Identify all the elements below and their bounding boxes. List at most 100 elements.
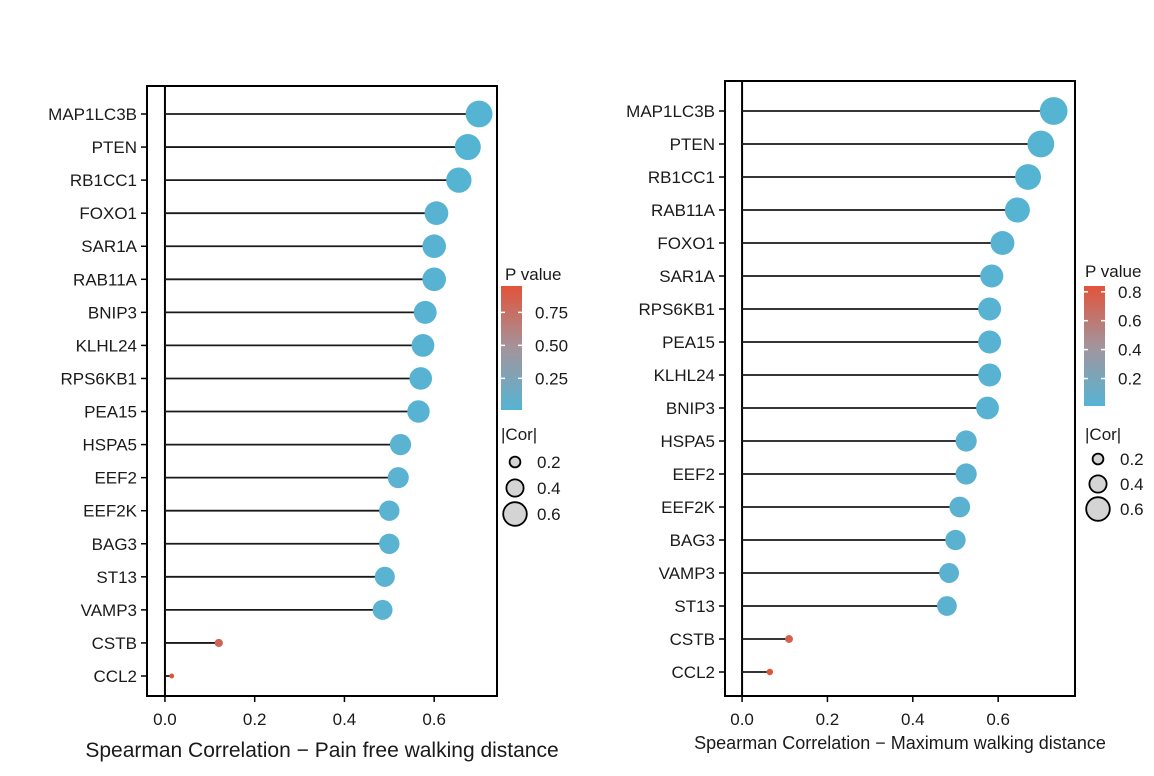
y-tick-label: RB1CC1 [648, 168, 715, 187]
x-axis-label: Spearman Correlation − Pain free walking… [85, 739, 558, 762]
lollipop-point [379, 500, 400, 521]
lollipop-point [411, 334, 435, 357]
x-axis-label: Spearman Correlation − Maximum walking d… [694, 733, 1106, 753]
lollipop-point [1015, 164, 1041, 190]
color-legend-title: P value [505, 265, 561, 284]
y-tick-label: VAMP3 [659, 564, 715, 583]
y-tick-label: VAMP3 [81, 601, 137, 620]
lollipop-point [409, 367, 433, 390]
y-tick-label: PTEN [92, 138, 137, 157]
size-legend-title: |Cor| [1085, 425, 1121, 444]
color-legend-label: 0.2 [1118, 370, 1142, 389]
y-tick-label: RPS6KB1 [60, 369, 137, 388]
plot-frame [724, 80, 1076, 697]
y-tick-label: EEF2 [672, 465, 715, 484]
y-tick-label: RPS6KB1 [638, 300, 715, 319]
lollipop-point [389, 433, 412, 456]
lollipop-point [955, 430, 977, 452]
size-legend-key [505, 478, 525, 498]
size-legend-key [1085, 496, 1111, 522]
y-tick-label: FOXO1 [79, 204, 137, 223]
y-tick-label: BNIP3 [666, 399, 715, 418]
size-legend-label: 0.2 [537, 453, 561, 472]
lollipop-point [454, 134, 481, 161]
size-legend-key [1088, 474, 1108, 494]
y-tick-label: KLHL24 [654, 366, 715, 385]
y-tick-label: MAP1LC3B [626, 102, 715, 121]
right-chart-panel: MAP1LC3B PTEN RB1CC1 RAB11A FOXO1 SAR1A RPS6KB… [626, 80, 1144, 753]
lollipop-point [945, 529, 966, 551]
lollipop-point [214, 638, 223, 648]
y-tick-label: FOXO1 [657, 234, 715, 253]
x-tick-label: 0.6 [986, 710, 1010, 729]
lollipop-point [990, 231, 1015, 255]
y-tick-label: RAB11A [73, 270, 138, 289]
lollipop-point [372, 599, 393, 620]
size-legend-title: |Cor| [501, 425, 537, 444]
lollipop-point [413, 300, 437, 324]
color-legend-title: P value [1085, 262, 1141, 281]
y-tick-label: BAG3 [92, 535, 137, 554]
color-legend-label: 0.75 [535, 303, 568, 322]
x-tick-label: 0.2 [243, 710, 267, 729]
x-tick-label: 0.0 [730, 710, 754, 729]
y-tick-label: KLHL24 [76, 336, 137, 355]
lollipop-point [422, 234, 446, 259]
left-chart-panel: MAP1LC3B PTEN RB1CC1 FOXO1 SAR1A RAB11A BNIP3 K… [48, 85, 568, 762]
lollipop-point [1004, 197, 1030, 223]
color-legend-label: 0.6 [1118, 312, 1142, 331]
lollipop-point [1027, 130, 1055, 158]
size-legend-key [508, 455, 522, 469]
y-tick-label: CCL2 [672, 663, 715, 682]
size-legend-label: 0.6 [537, 505, 561, 524]
size-legend-label: 0.2 [1120, 450, 1144, 469]
color-legend-label: 0.50 [535, 336, 568, 355]
lollipop-point [465, 100, 493, 128]
y-tick-label: BNIP3 [88, 303, 137, 322]
y-tick-label: CCL2 [94, 667, 137, 686]
y-tick-label: EEF2 [94, 469, 137, 488]
lollipop-point [978, 297, 1002, 321]
x-tick-label: 0.4 [333, 710, 357, 729]
color-legend-label: 0.25 [535, 369, 568, 388]
lollipop-point [407, 400, 430, 423]
y-tick-label: RAB11A [651, 201, 716, 220]
y-tick-label: PTEN [670, 135, 715, 154]
lollipop-point [387, 467, 409, 489]
lollipop-point [169, 673, 175, 679]
lollipop-point [379, 533, 400, 554]
lollipop-point [978, 330, 1002, 354]
lollipop-point [422, 267, 446, 292]
plot-frame [146, 85, 498, 697]
lollipop-point [937, 596, 957, 616]
x-tick-label: 0.2 [816, 710, 840, 729]
y-tick-label: HSPA5 [661, 432, 716, 451]
x-tick-label: 0.6 [422, 710, 446, 729]
y-tick-label: EEF2K [661, 498, 716, 517]
y-tick-label: PEA15 [662, 333, 715, 352]
lollipop-point [424, 201, 449, 226]
y-tick-label: ST13 [96, 568, 137, 587]
lollipop-point [374, 566, 395, 587]
size-legend-key [1091, 452, 1105, 466]
size-legend-label: 0.6 [1120, 500, 1144, 519]
y-tick-label: SAR1A [659, 267, 715, 286]
lollipop-point [949, 496, 971, 518]
y-tick-label: CSTB [670, 630, 715, 649]
lollipop-point [1039, 97, 1068, 125]
lollipop-point [980, 264, 1004, 288]
size-legend-key [502, 501, 528, 527]
y-tick-label: HSPA5 [83, 436, 138, 455]
color-legend-label: 0.8 [1118, 283, 1142, 302]
y-tick-label: CSTB [92, 634, 137, 653]
lollipop-point [955, 463, 977, 485]
y-tick-label: RB1CC1 [70, 171, 137, 190]
size-legend-label: 0.4 [1120, 475, 1144, 494]
color-legend-label: 0.4 [1118, 341, 1142, 360]
color-legend-bar [1084, 286, 1105, 406]
lollipop-point [976, 396, 999, 420]
x-tick-label: 0.4 [901, 710, 925, 729]
y-tick-label: MAP1LC3B [48, 105, 137, 124]
y-tick-label: ST13 [674, 597, 715, 616]
